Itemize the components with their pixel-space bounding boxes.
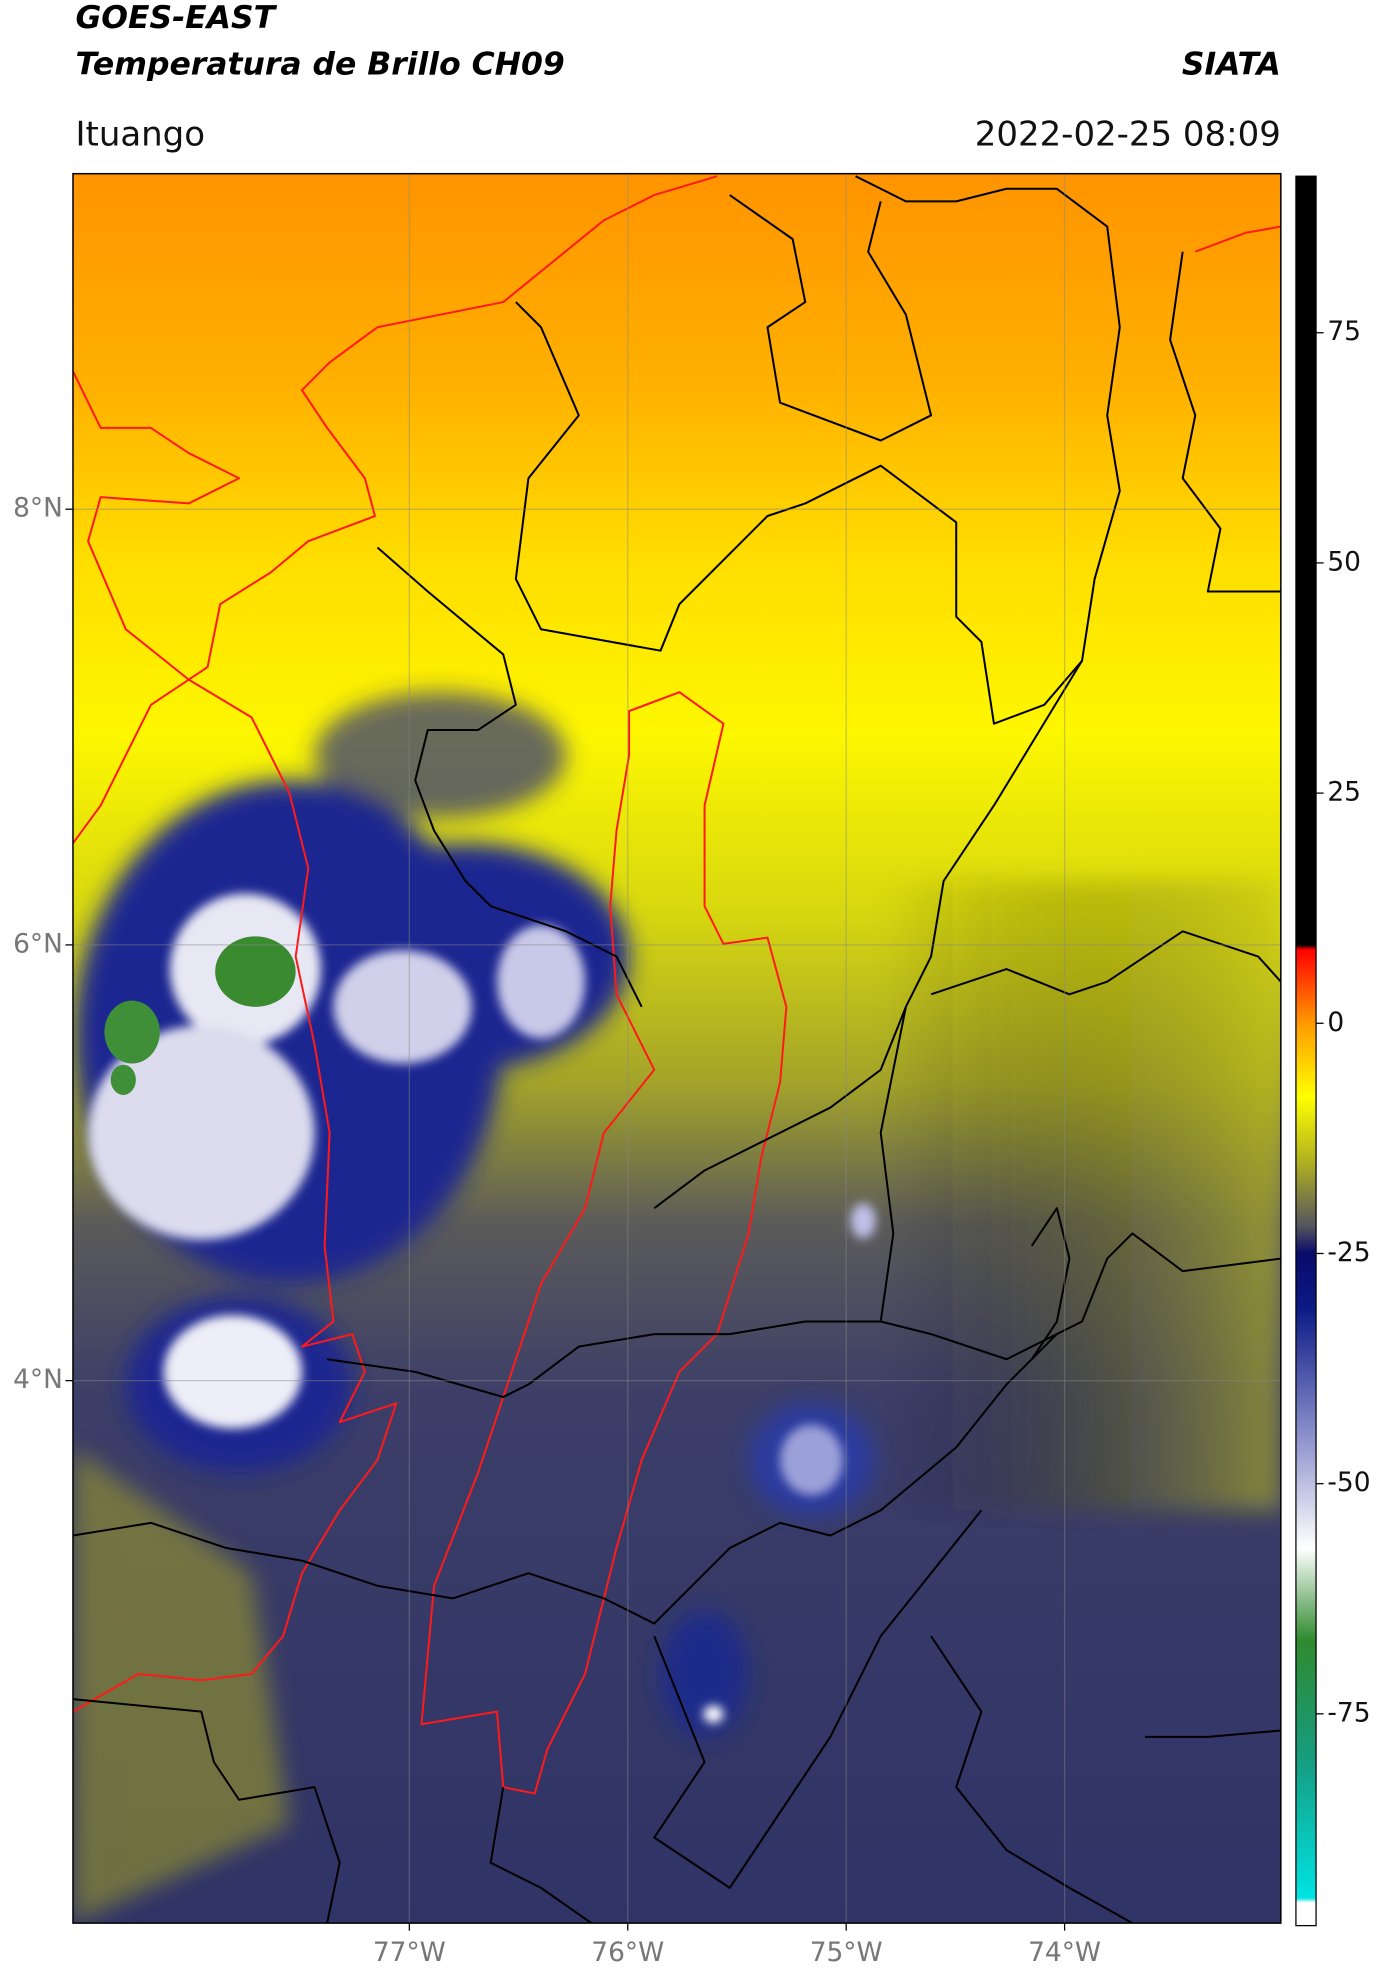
graticule	[72, 173, 1281, 1924]
colorbar-tick-label: 50	[1327, 546, 1361, 577]
x-tick-label: 77°W	[373, 1937, 446, 1968]
location: Ituango	[75, 114, 205, 154]
colorbar-tick-label: -75	[1327, 1697, 1370, 1728]
title: GOES-EAST	[75, 0, 277, 36]
colorbar-tick-label: 25	[1327, 777, 1361, 808]
y-tick-label: 4°N	[13, 1364, 63, 1395]
source: SIATA	[1182, 46, 1281, 82]
colorbar-tick-label: 75	[1327, 316, 1361, 347]
colorbar-tick-label: -25	[1327, 1237, 1370, 1268]
y-tick-label: 6°N	[13, 928, 63, 959]
title: Temperatura de Brillo CH09	[75, 46, 564, 82]
colorbar-tick-label: 0	[1327, 1007, 1344, 1038]
x-tick-label: 75°W	[810, 1937, 883, 1968]
colorbar-tick-label: -50	[1327, 1467, 1370, 1498]
x-tick-label: 76°W	[591, 1937, 664, 1968]
map-frame	[72, 172, 1282, 1924]
x-tick-label: 74°W	[1028, 1937, 1101, 1968]
map-image	[72, 173, 1281, 1924]
datetime: 2022-02-25 08:09	[975, 114, 1281, 154]
y-tick-label: 8°N	[13, 493, 63, 524]
borders	[72, 175, 1281, 1924]
colorbar	[1295, 175, 1317, 1927]
